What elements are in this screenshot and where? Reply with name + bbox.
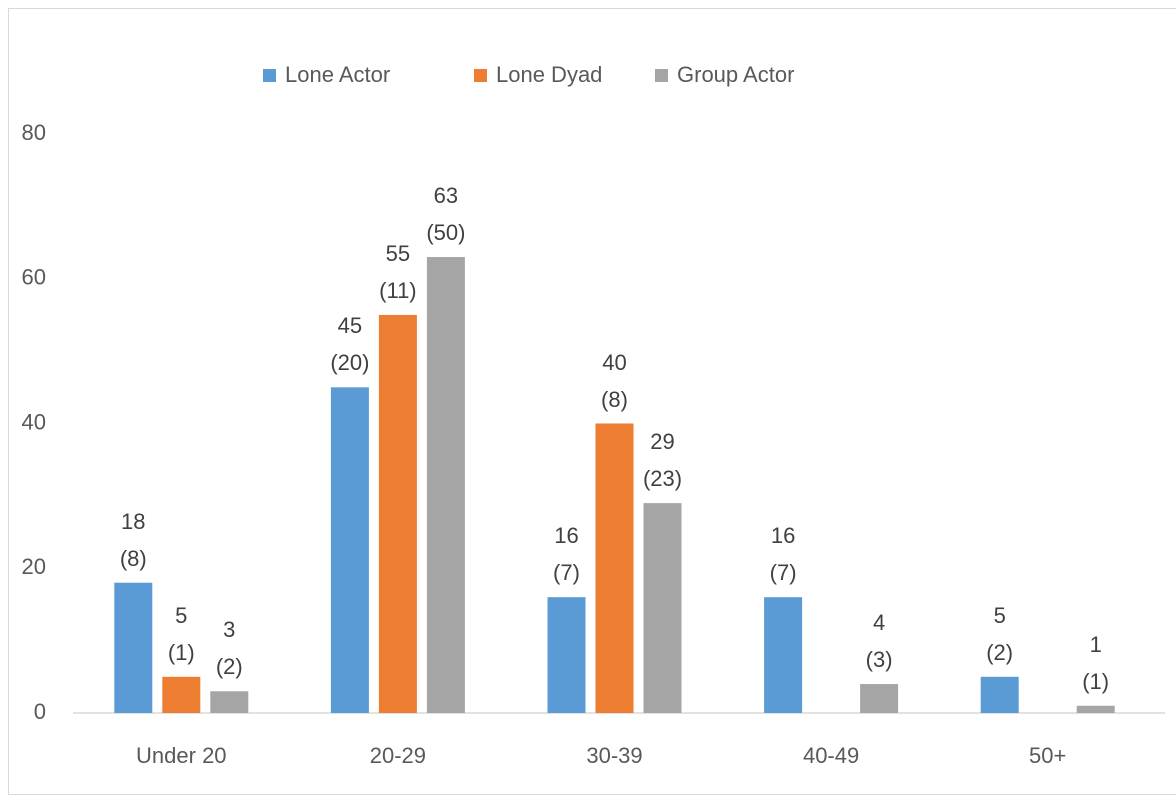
- value-label: 5 (1): [167, 602, 195, 665]
- value-label: 4 (3): [865, 610, 893, 673]
- bar: [162, 676, 201, 713]
- legend-label: Lone Dyad: [496, 62, 602, 87]
- x-tick-label: Under 20: [136, 743, 227, 768]
- x-tick-label: 40-49: [803, 743, 859, 768]
- bar: [330, 387, 369, 713]
- bar: [860, 684, 899, 713]
- legend-label: Group Actor: [677, 62, 794, 87]
- value-label: 5 (2): [986, 602, 1014, 665]
- bar: [426, 257, 465, 713]
- value-label: 45 (20): [330, 313, 370, 376]
- bar: [1076, 705, 1115, 713]
- value-label: 55 (11): [379, 240, 417, 303]
- value-label: 40 (8): [601, 349, 628, 412]
- value-label: 18 (8): [119, 508, 147, 571]
- x-tick-label: 50+: [1029, 743, 1066, 768]
- value-label: 16 (7): [553, 523, 580, 586]
- bar: [210, 691, 249, 713]
- value-label: 29 (23): [642, 429, 683, 492]
- y-tick-label: 20: [22, 554, 46, 579]
- bar: [764, 597, 803, 713]
- y-tick-label: 0: [34, 699, 46, 724]
- legend-swatch: [263, 69, 276, 82]
- chart-border: [8, 8, 1176, 795]
- bar: [114, 582, 153, 713]
- bar: [547, 597, 586, 713]
- value-label: 3 (2): [215, 617, 243, 680]
- value-label: 16 (7): [769, 523, 797, 586]
- legend-swatch: [655, 69, 668, 82]
- x-tick-label: 20-29: [370, 743, 426, 768]
- legend-swatch: [474, 69, 487, 82]
- bar: [378, 314, 417, 713]
- bar: [980, 676, 1019, 713]
- y-tick-label: 40: [22, 409, 46, 434]
- y-tick-label: 60: [22, 265, 46, 290]
- bar: [595, 423, 634, 713]
- y-tick-label: 80: [22, 120, 46, 145]
- bar: [643, 503, 682, 713]
- x-tick-label: 30-39: [586, 743, 642, 768]
- value-label: 63 (50): [426, 183, 466, 246]
- legend-label: Lone Actor: [285, 62, 390, 87]
- value-label: 1 (1): [1082, 631, 1110, 694]
